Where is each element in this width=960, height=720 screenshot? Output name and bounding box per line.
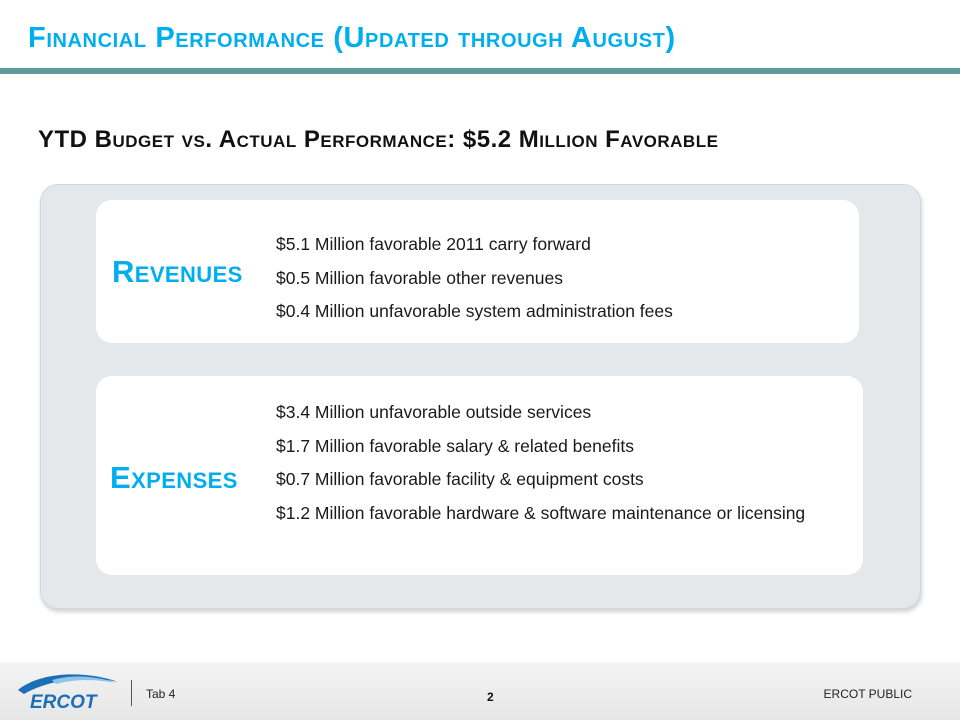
expenses-card xyxy=(96,376,863,575)
expenses-item: $0.7 Million favorable facility & equipm… xyxy=(276,469,644,489)
revenues-item: $0.4 Million unfavorable system administ… xyxy=(276,301,673,321)
slide-subtitle: YTD Budget vs. Actual Performance: $5.2 … xyxy=(38,126,719,153)
classification-label: ERCOT PUBLIC xyxy=(823,687,912,701)
footer-divider xyxy=(131,680,132,706)
logo-swoosh xyxy=(18,674,118,694)
expenses-list: $3.4 Million unfavorable outside service… xyxy=(276,401,856,535)
tab-label: Tab 4 xyxy=(146,687,176,701)
title-rule xyxy=(0,68,960,74)
footer-bar xyxy=(0,662,960,720)
revenues-heading: Revenues xyxy=(112,254,243,289)
revenues-card xyxy=(96,200,859,343)
slide-title: Financial Performance (Updated through A… xyxy=(28,22,676,54)
expenses-heading: Expenses xyxy=(110,460,238,495)
page-number: 2 xyxy=(487,690,494,704)
expenses-item: $1.7 Million favorable salary & related … xyxy=(276,435,634,456)
revenues-item: $0.5 Million favorable other revenues xyxy=(276,267,563,288)
logo-swoosh-accent xyxy=(52,676,116,684)
expenses-item: $1.2 Million favorable hardware & softwa… xyxy=(276,502,806,523)
ercot-logo: ERCOT xyxy=(18,674,118,713)
logo-text: ERCOT xyxy=(30,692,98,713)
revenues-list: $5.1 Million favorable 2011 carry forwar… xyxy=(276,233,856,334)
expenses-item: $3.4 Million unfavorable outside service… xyxy=(276,402,592,422)
revenues-item: $5.1 Million favorable 2011 carry forwar… xyxy=(276,234,591,254)
